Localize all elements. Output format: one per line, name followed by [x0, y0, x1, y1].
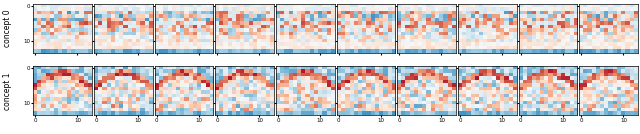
Text: concept 0: concept 0 — [3, 10, 12, 47]
Text: concept 1: concept 1 — [3, 72, 12, 109]
